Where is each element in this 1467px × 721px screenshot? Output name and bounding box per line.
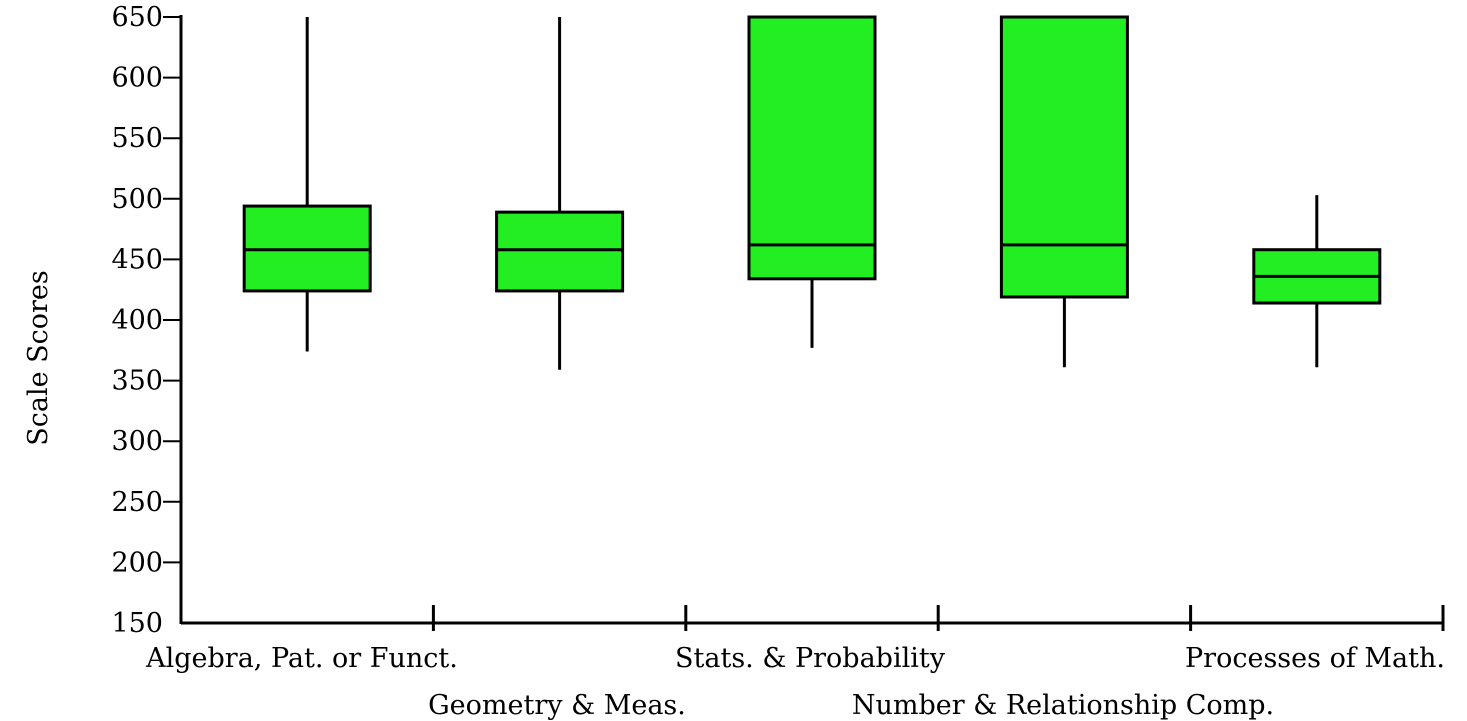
iqr-box (495, 210, 625, 293)
y-tick-label: 550 (111, 123, 163, 154)
y-axis-title: Scale Scores (23, 270, 54, 446)
box-5 (1252, 195, 1382, 368)
y-tick-label: 450 (111, 244, 163, 275)
y-tick-label: 500 (111, 184, 163, 215)
axes: 650 600 550 500 450 400 350 300 250 200 150 (111, 2, 1445, 639)
box-1 (242, 17, 372, 352)
iqr-box (747, 15, 877, 281)
iqr-box (999, 15, 1129, 299)
category-label: Number & Relationship Comp. (852, 690, 1274, 721)
y-tick-label: 250 (111, 487, 163, 518)
y-tick-label: 600 (111, 63, 163, 94)
y-tick-label: 150 (111, 608, 163, 639)
y-tick-label: 400 (111, 305, 163, 336)
y-tick-label: 350 (111, 366, 163, 397)
boxes (242, 15, 1382, 370)
box-3 (747, 15, 877, 348)
category-label: Algebra, Pat. or Funct. (145, 643, 458, 674)
category-label: Geometry & Meas. (428, 690, 686, 721)
category-label: Stats. & Probability (675, 643, 946, 674)
box-4 (999, 15, 1129, 368)
y-tick-label: 650 (111, 2, 163, 33)
box-2 (495, 17, 625, 370)
y-tick-label: 300 (111, 426, 163, 457)
category-labels: Algebra, Pat. or Funct. Geometry & Meas. S… (145, 643, 1445, 721)
y-tick-label: 200 (111, 547, 163, 578)
category-label: Processes of Math. (1185, 643, 1445, 674)
